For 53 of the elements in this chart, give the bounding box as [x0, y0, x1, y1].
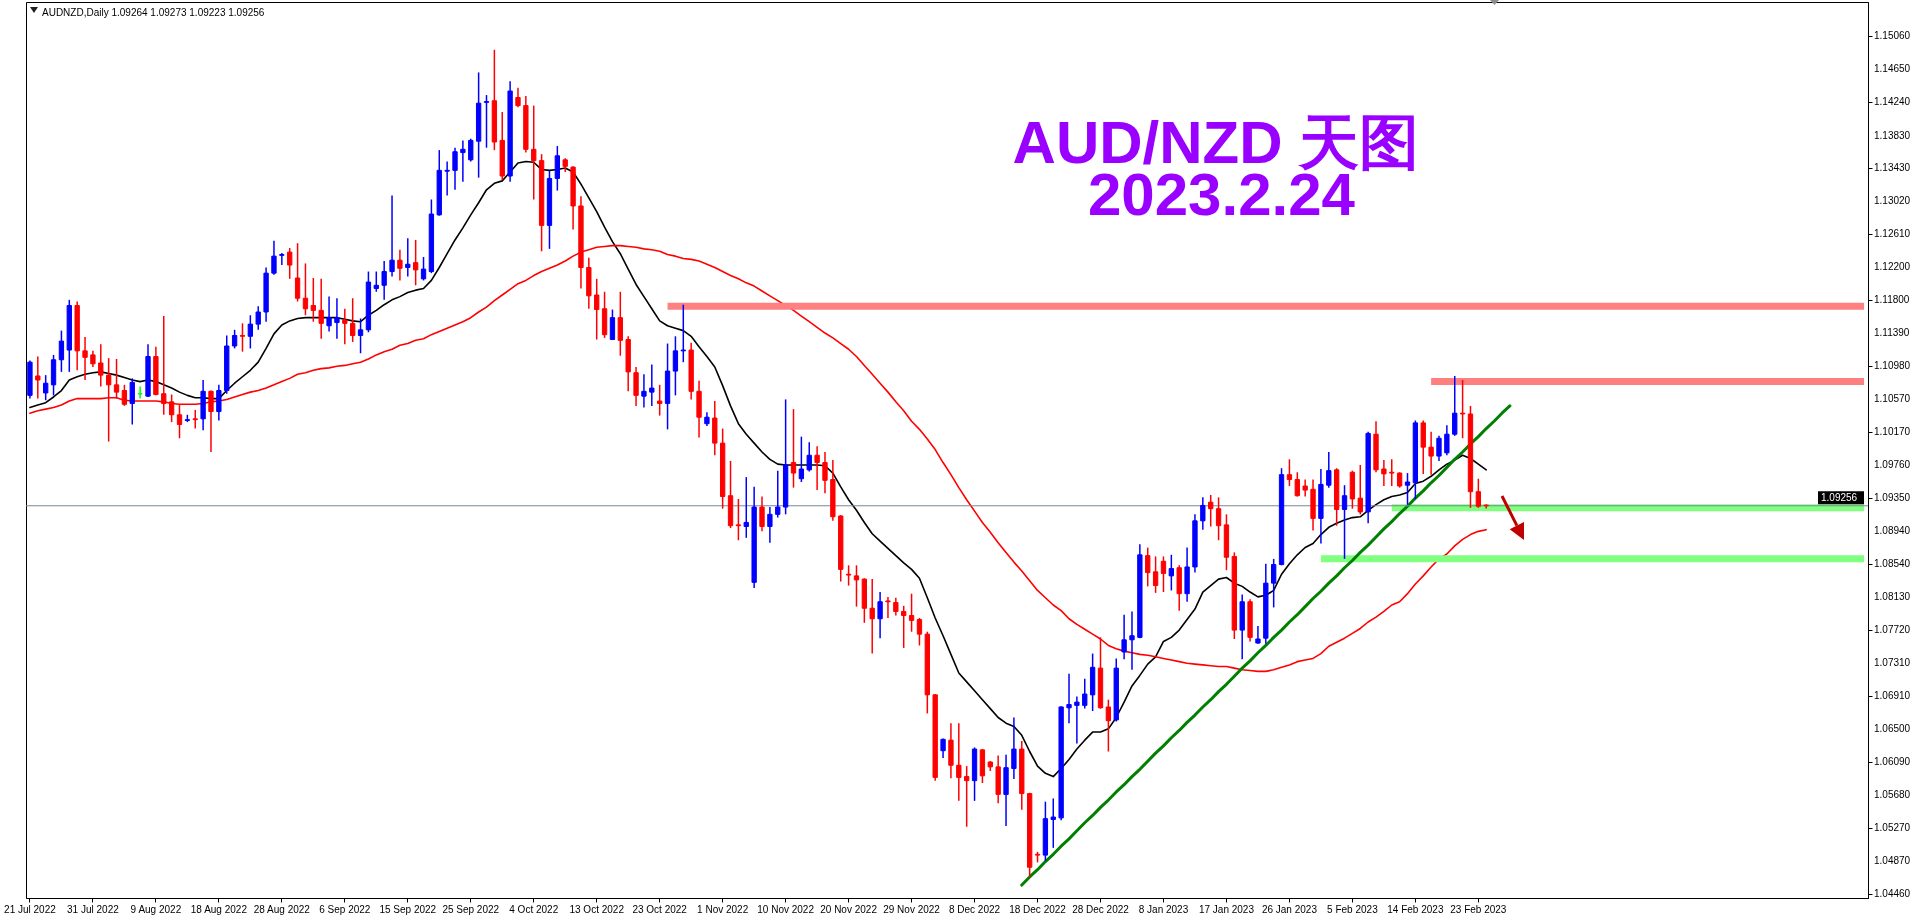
x-tick-label: 23 Feb 2023 — [1450, 903, 1507, 915]
x-tick-label: 15 Sep 2022 — [379, 903, 437, 915]
x-tick-label: 9 Aug 2022 — [130, 903, 182, 915]
y-tick-label: 1.06500 — [1874, 722, 1911, 734]
y-tick-label: 1.15060 — [1874, 29, 1911, 41]
y-tick-label: 1.06910 — [1874, 689, 1911, 701]
y-tick-label: 1.13830 — [1874, 129, 1911, 141]
x-tick-label: 14 Feb 2023 — [1387, 903, 1444, 915]
y-tick-label: 1.04460 — [1874, 887, 1911, 899]
x-tick-label: 8 Dec 2022 — [948, 903, 1001, 915]
y-tick-label: 1.09350 — [1874, 492, 1911, 504]
y-tick-label: 1.08540 — [1874, 557, 1911, 569]
x-tick-label: 18 Dec 2022 — [1009, 903, 1067, 915]
x-tick-label: 18 Aug 2022 — [190, 903, 248, 915]
y-tick-label: 1.12610 — [1874, 228, 1911, 240]
x-tick-label: 28 Dec 2022 — [1072, 903, 1130, 915]
y-tick-label: 1.14240 — [1874, 96, 1911, 108]
x-tick-label: 26 Jan 2023 — [1261, 903, 1318, 915]
x-tick-label: 29 Nov 2022 — [883, 903, 941, 915]
x-tick-label: 1 Nov 2022 — [697, 903, 749, 915]
x-tick-label: 17 Jan 2023 — [1198, 903, 1255, 915]
x-tick-label: 10 Nov 2022 — [757, 903, 815, 915]
y-tick-label: 1.13430 — [1874, 161, 1911, 173]
y-tick-label: 1.05270 — [1874, 822, 1911, 834]
y-tick-label: 1.10980 — [1874, 360, 1911, 372]
annotation: AUDNZD,Daily 1.09264 1.09273 1.09223 1.09256 — [42, 7, 265, 18]
y-tick-label: 1.10170 — [1874, 425, 1911, 437]
y-tick-label: 1.08940 — [1874, 525, 1911, 537]
y-tick-label: 1.11390 — [1874, 327, 1910, 339]
y-tick-label: 1.14650 — [1874, 63, 1911, 75]
x-tick-label: 5 Feb 2023 — [1327, 903, 1379, 915]
x-tick-label: 4 Oct 2022 — [509, 903, 559, 915]
x-tick-label: 31 Jul 2022 — [67, 903, 120, 915]
y-tick-label: 1.13020 — [1874, 195, 1911, 207]
x-tick-label: 28 Aug 2022 — [253, 903, 311, 915]
x-tick-label: 21 Jul 2022 — [4, 903, 57, 915]
y-tick-label: 1.08130 — [1874, 590, 1911, 602]
x-tick-label: 13 Oct 2022 — [569, 903, 625, 915]
y-tick-label: 1.11800 — [1874, 293, 1910, 305]
y-tick-label: 1.06090 — [1874, 756, 1911, 768]
x-tick-label: 23 Oct 2022 — [632, 903, 688, 915]
y-tick-label: 1.05680 — [1874, 789, 1911, 801]
x-tick-label: 20 Nov 2022 — [820, 903, 878, 915]
x-tick-label: 25 Sep 2022 — [442, 903, 500, 915]
y-tick-label: 1.12200 — [1874, 261, 1911, 273]
ref-line-label: 1.09256 — [1821, 491, 1858, 503]
y-tick-label: 1.10570 — [1874, 393, 1911, 405]
y-tick-label: 1.07720 — [1874, 624, 1911, 636]
y-tick-label: 1.09760 — [1874, 458, 1911, 470]
y-tick-label: 1.07310 — [1874, 657, 1911, 669]
x-tick-label: 8 Jan 2023 — [1138, 903, 1189, 915]
x-tick-label: 6 Sep 2022 — [319, 903, 371, 915]
y-tick-label: 1.04870 — [1874, 854, 1911, 866]
